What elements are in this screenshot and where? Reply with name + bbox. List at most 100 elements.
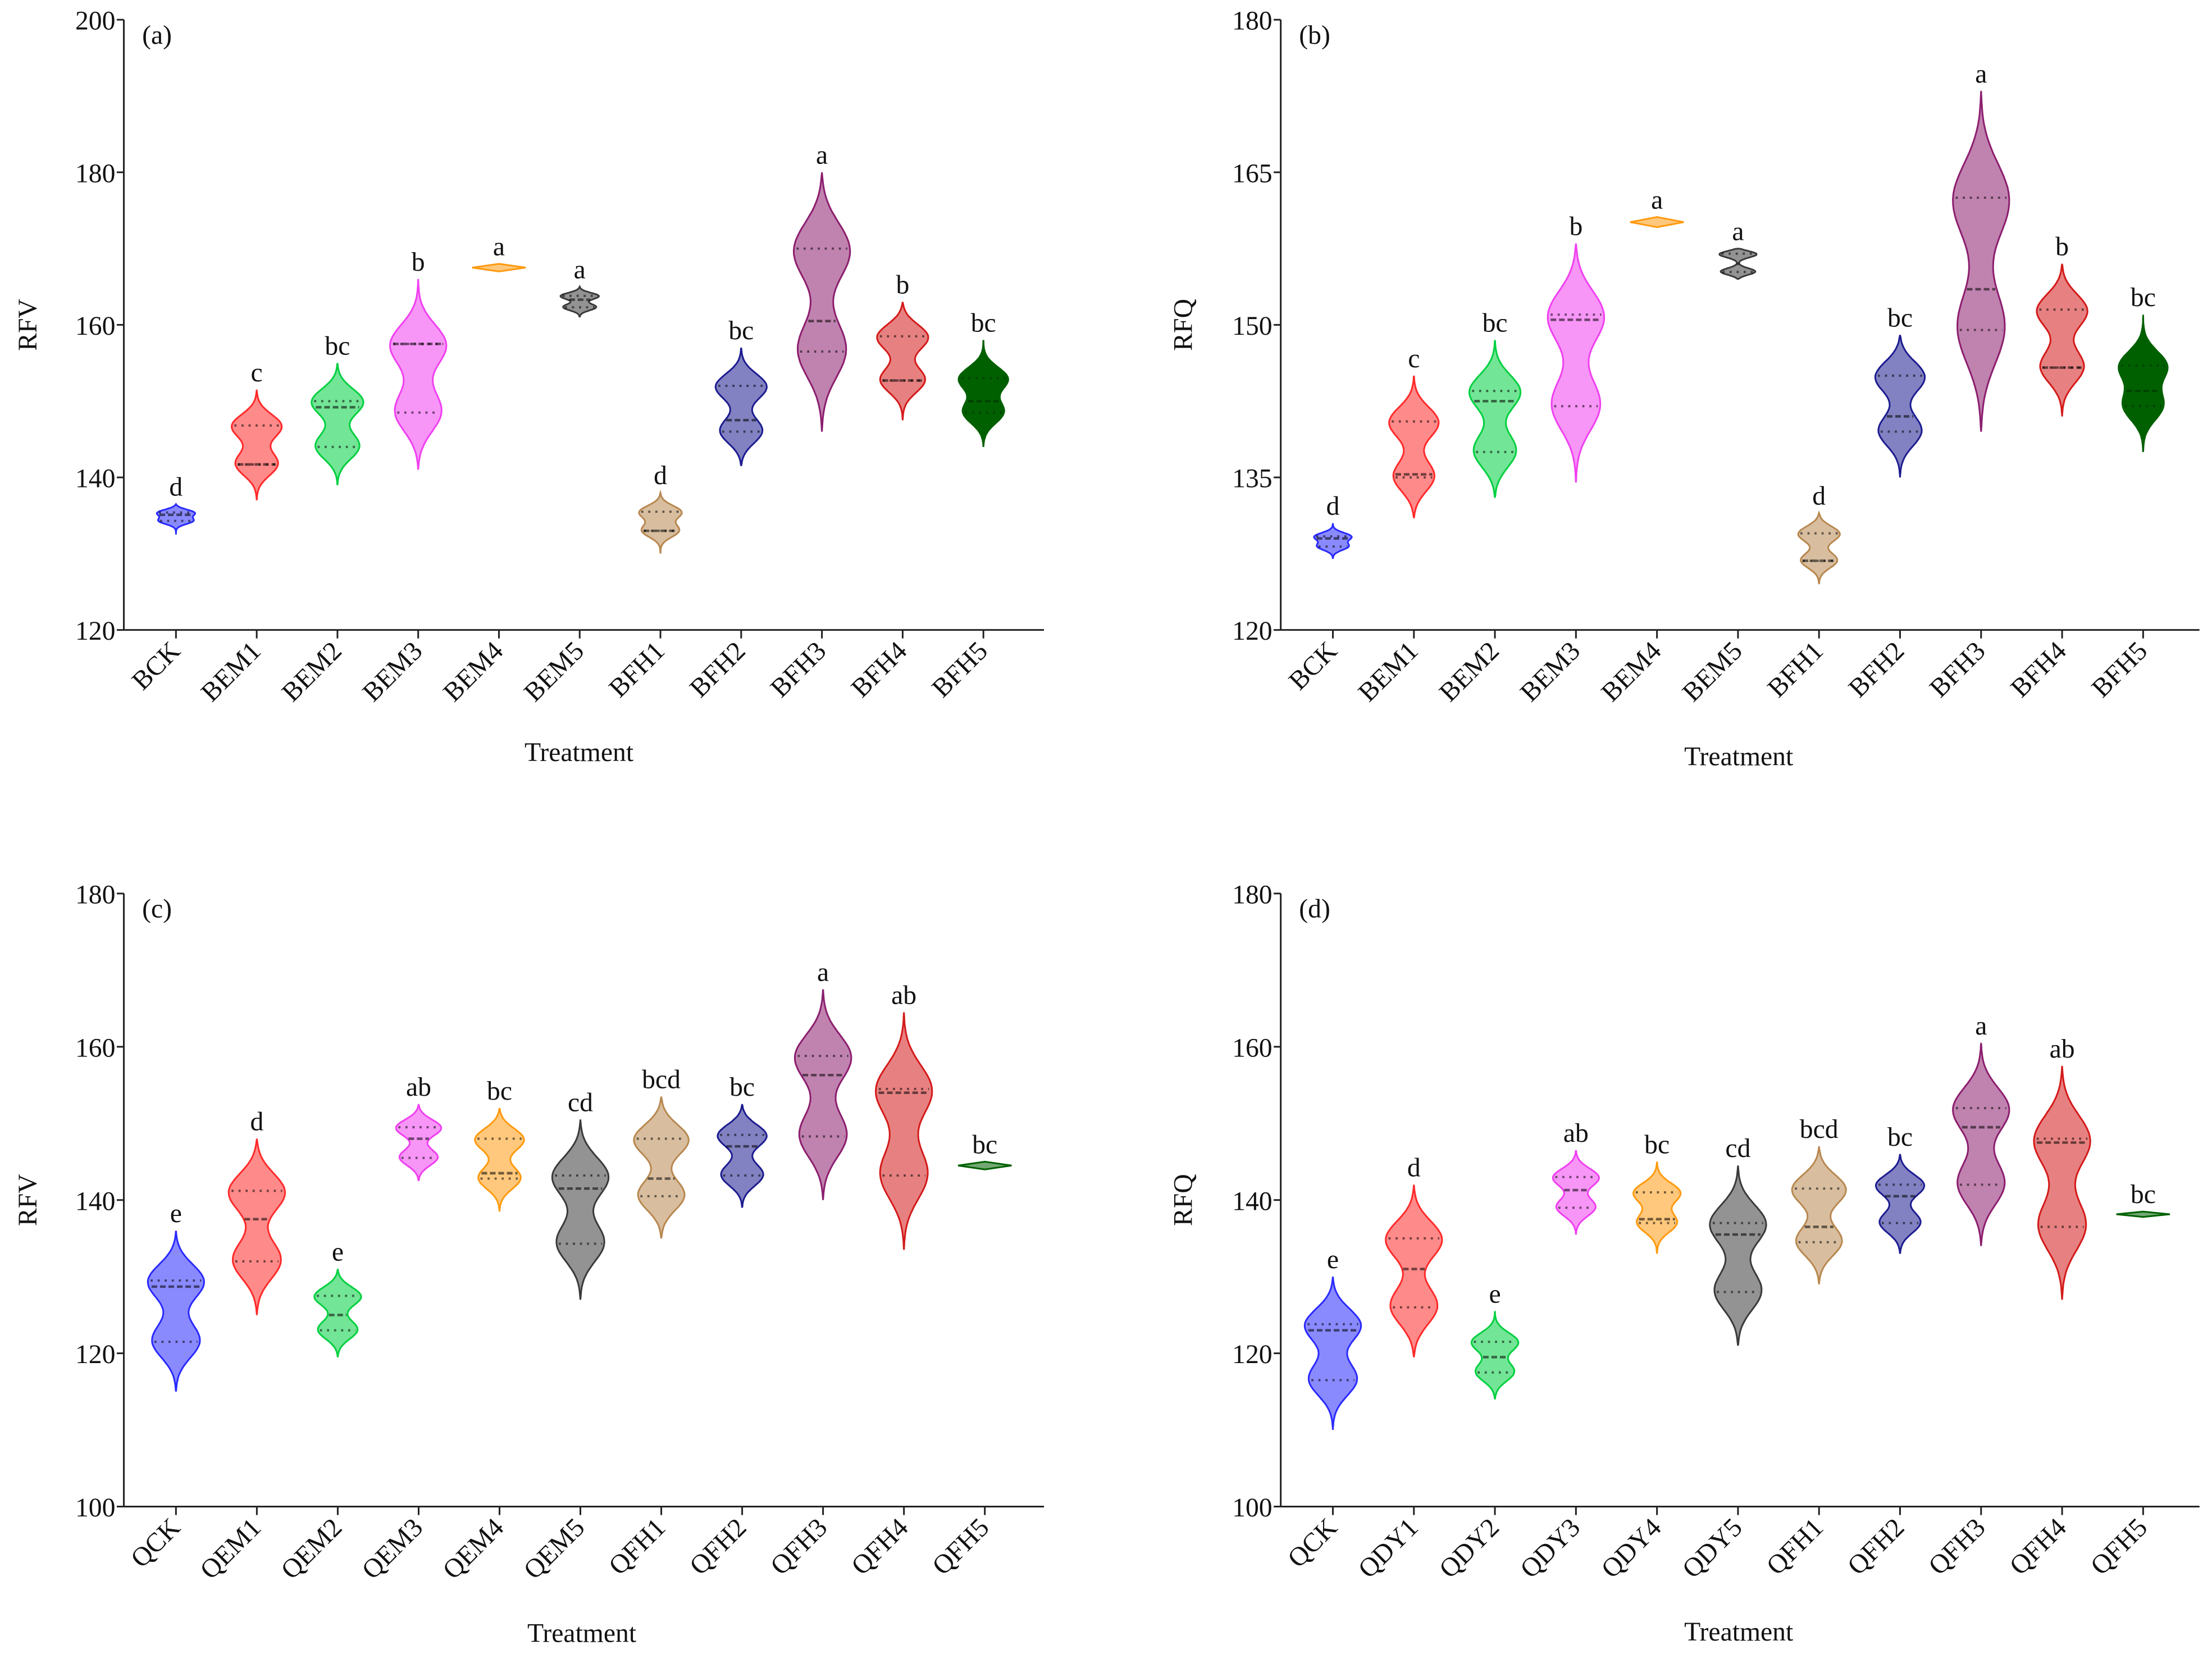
violin-QCK [1303, 1277, 1362, 1430]
violin-BFH5 [957, 340, 1009, 447]
y-tick-label: 180 [75, 880, 115, 909]
x-axis-label: Treatment [1684, 742, 1793, 772]
significance-letter-BFH5: bc [2131, 283, 2156, 312]
x-tick-label-QCK: QCK [125, 1513, 186, 1574]
violin-QFH1 [633, 1096, 690, 1239]
y-tick-label: 140 [75, 464, 115, 494]
y-axis-label: RFQ [1169, 299, 1198, 351]
significance-letter-BEM1: c [1408, 344, 1420, 373]
x-tick-label-QFH1: QFH1 [1761, 1513, 1829, 1581]
violin-BEM1 [230, 389, 283, 500]
violin-BEM4 [472, 263, 526, 272]
violin-QDY2 [1470, 1311, 1520, 1400]
significance-letter-BFH2: bc [1887, 303, 1913, 332]
violin-BFH1 [638, 489, 683, 554]
violin-QFH3 [793, 989, 852, 1200]
violin-QDY5 [1709, 1165, 1767, 1346]
significance-letter-QEM4: bc [487, 1077, 512, 1106]
x-tick-label-QDY2: QDY2 [1434, 1513, 1505, 1584]
x-tick-label-QDY5: QDY5 [1677, 1513, 1748, 1584]
x-tick-label-BEM3: BEM3 [1515, 636, 1586, 708]
y-tick-label: 180 [75, 159, 115, 188]
violin-QFH5 [2116, 1210, 2170, 1218]
x-tick-label-BEM4: BEM4 [438, 636, 509, 708]
x-tick-label-QFH3: QFH3 [765, 1513, 833, 1581]
y-tick-label: 140 [75, 1187, 115, 1216]
panel-c: 100 120 140 160 180 (c) RFV Treatment QCK e QEM1 d Q… [13, 880, 1045, 1648]
x-tick-label-BEM5: BEM5 [518, 636, 590, 708]
significance-letter-BEM5: a [574, 255, 586, 284]
x-tick-label-QCK: QCK [1282, 1513, 1343, 1574]
y-tick-label: 120 [1232, 617, 1272, 646]
violin-QFH4 [874, 1012, 933, 1250]
significance-letter-QDY5: cd [1725, 1134, 1750, 1163]
violin-BEM3 [1547, 243, 1606, 483]
x-tick-label-QDY1: QDY1 [1353, 1513, 1424, 1584]
x-tick-label-QFH1: QFH1 [603, 1513, 671, 1581]
x-tick-label-BEM1: BEM1 [195, 636, 267, 708]
significance-letter-BCK: d [169, 473, 183, 502]
y-tick-label: 180 [1232, 880, 1272, 909]
x-tick-label-BEM2: BEM2 [276, 636, 348, 708]
violin-QEM3 [395, 1104, 443, 1181]
significance-letter-QFH3: a [817, 958, 829, 987]
significance-letter-BEM5: a [1732, 217, 1744, 247]
significance-letter-QFH2: bc [1887, 1123, 1913, 1152]
violin-BFH5 [2118, 315, 2169, 452]
panel-a: 120 140 160 180 200 (a) RFV Treatment BCK d BEM1 c B… [13, 7, 1045, 767]
violin-BEM5 [559, 285, 600, 318]
y-tick-label: 180 [1232, 7, 1272, 36]
y-tick-label: 120 [1232, 1340, 1272, 1369]
significance-letter-QDY2: e [1489, 1279, 1500, 1309]
violin-BEM1 [1388, 375, 1440, 518]
violin-QDY3 [1552, 1150, 1600, 1235]
panel-b: 120 135 150 165 180 (b) RFQ Treatment BCK d BEM1 c B… [1169, 7, 2200, 772]
violin-BFH4 [876, 302, 929, 421]
significance-letter-QDY3: ab [1563, 1119, 1589, 1148]
violin-QFH5 [957, 1160, 1012, 1170]
y-tick-label: 160 [1232, 1033, 1272, 1063]
x-tick-label-QDY3: QDY3 [1515, 1513, 1586, 1584]
y-tick-label: 100 [1232, 1493, 1272, 1523]
x-tick-label-BFH1: BFH1 [604, 636, 671, 703]
significance-letter-BEM2: bc [325, 331, 350, 361]
x-tick-label-BEM2: BEM2 [1434, 636, 1505, 708]
violin-QEM4 [474, 1108, 525, 1212]
violin-BCK [156, 503, 196, 535]
violin-QEM5 [551, 1119, 610, 1300]
significance-letter-QFH5: bc [2131, 1180, 2156, 1209]
x-tick-label-QFH3: QFH3 [1923, 1513, 1991, 1581]
y-tick-label: 165 [1232, 159, 1272, 188]
significance-letter-BFH2: bc [728, 316, 754, 345]
significance-letter-BEM4: a [1651, 185, 1663, 215]
violin-QFH3 [1952, 1042, 2010, 1246]
x-tick-label-BFH5: BFH5 [2086, 636, 2153, 703]
significance-letter-QFH1: bcd [642, 1065, 681, 1094]
x-tick-label-QEM1: QEM1 [195, 1513, 267, 1585]
x-tick-label-QFH2: QFH2 [684, 1513, 752, 1581]
significance-letter-BFH5: bc [971, 309, 996, 338]
panel-label: (c) [142, 895, 172, 924]
panel-label: (a) [142, 21, 172, 50]
x-tick-label-QFH4: QFH4 [2004, 1513, 2072, 1581]
violin-QFH2 [717, 1104, 768, 1208]
significance-letter-QFH4: ab [891, 981, 916, 1010]
significance-letter-QEM2: e [332, 1237, 344, 1266]
x-tick-label-BFH5: BFH5 [927, 636, 993, 703]
violin-BFH1 [1797, 510, 1841, 585]
significance-letter-QFH4: ab [2050, 1035, 2075, 1064]
panel-label: (d) [1299, 895, 1330, 924]
violin-QEM1 [227, 1138, 286, 1315]
significance-letter-QEM3: ab [406, 1073, 431, 1102]
x-tick-label-BCK: BCK [126, 636, 186, 696]
violin-QFH2 [1875, 1154, 1926, 1254]
y-tick-label: 120 [75, 1340, 115, 1369]
x-tick-label-BEM3: BEM3 [357, 636, 428, 708]
significance-letter-BEM3: b [1569, 212, 1582, 241]
y-axis-label: RFV [13, 299, 43, 351]
significance-letter-BFH1: d [654, 461, 667, 490]
x-tick-label-QDY4: QDY4 [1596, 1513, 1667, 1584]
x-tick-label-QFH2: QFH2 [1842, 1513, 1910, 1581]
significance-letter-BEM3: b [412, 248, 425, 277]
